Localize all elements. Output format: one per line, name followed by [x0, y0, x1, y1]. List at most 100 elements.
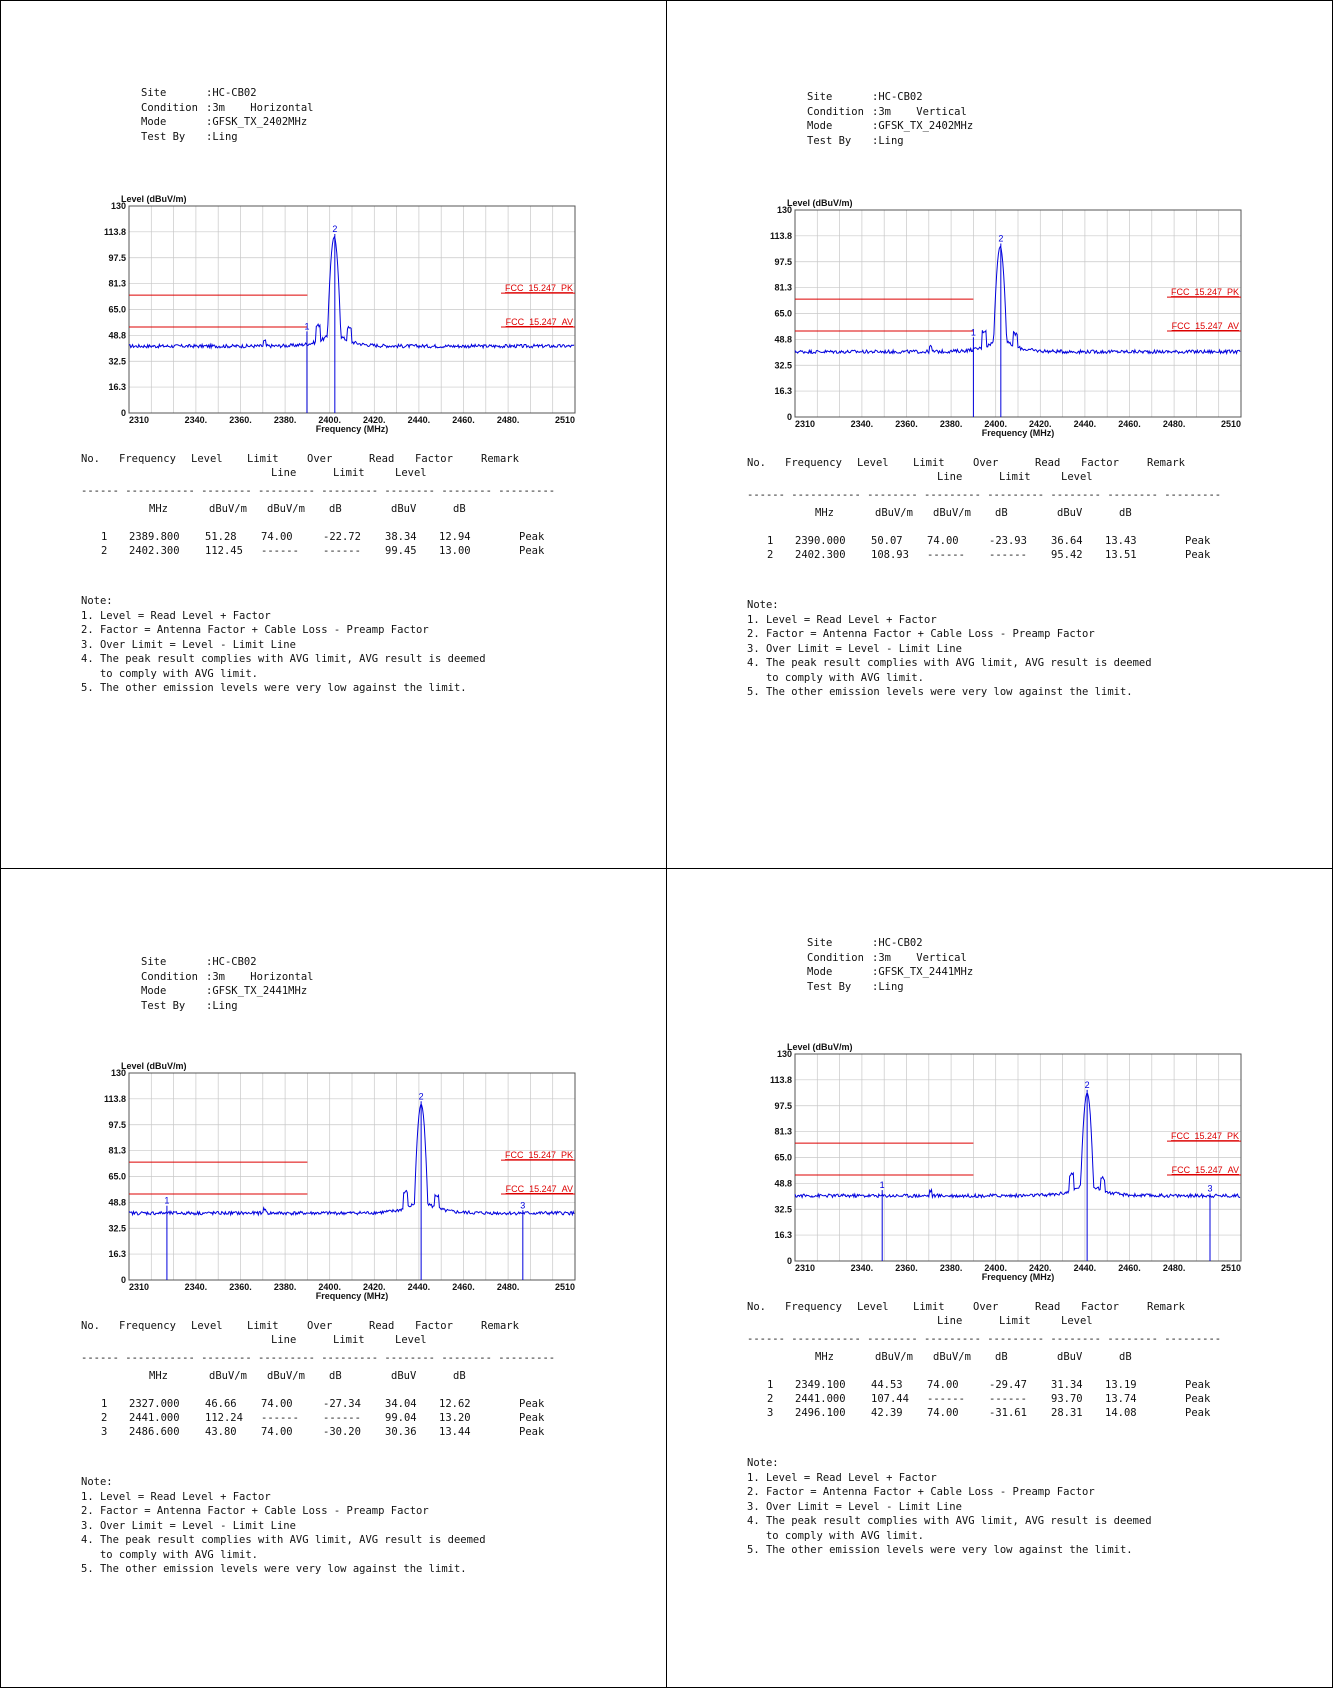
note-item: to comply with AVG limit. — [81, 1548, 259, 1561]
y-tick-label: 65.0 — [108, 305, 126, 315]
report-panel: Site:HC-CB02 Condition:3m Horizontal Mode:… — [1, 1, 667, 869]
table-cell: Limit — [333, 1334, 365, 1346]
header-row-site: Site:HC-CB02 — [141, 955, 313, 970]
table-cell: Limit — [913, 1301, 945, 1313]
header-row-mode: Mode:GFSK_TX_2441MHz — [807, 965, 973, 980]
table-row: 2 2402.300 112.45 ------ ------ 99.45 13.00 Pea… — [81, 544, 601, 558]
table-cell: dBuV/m — [209, 1370, 247, 1382]
x-tick-label: 2510 — [1221, 1263, 1241, 1273]
table-cell-remark: Peak — [1185, 549, 1211, 561]
table-header-row: Line Limit Level — [81, 1333, 601, 1347]
table-cell-factor: 13.19 — [1105, 1379, 1137, 1391]
x-tick-label: 2340. — [851, 1263, 874, 1273]
header-key: Mode — [141, 116, 167, 128]
y-tick-label: 97.5 — [774, 1101, 792, 1111]
x-axis-title: Frequency (MHz) — [982, 1272, 1055, 1282]
x-tick-label: 2420. — [363, 1282, 386, 1292]
header-value: :Ling — [872, 980, 904, 993]
chart-svg: 0 16.3 32.5 48.8 65.0 81.3 97.5 113.8 130 2310 234… — [104, 194, 595, 434]
limit-line-label: FCC_15.247_PK — [1171, 287, 1239, 297]
x-tick-label: 2420. — [1029, 1263, 1052, 1273]
x-tick-label: 2380. — [940, 1263, 963, 1273]
chart-svg: 0 16.3 32.5 48.8 65.0 81.3 97.5 113.8 130 2310 234… — [770, 1042, 1261, 1282]
x-tick-label: 2480. — [1163, 1263, 1186, 1273]
table-cell-no: 2 — [767, 1393, 774, 1405]
notes-title: Note: — [81, 1476, 113, 1488]
marker-label: 1 — [304, 321, 309, 331]
y-tick-label: 48.8 — [108, 330, 126, 340]
marker-label: 3 — [520, 1200, 525, 1210]
table-cell: MHz — [149, 1370, 168, 1382]
table-spacer — [747, 520, 1267, 534]
table-cell: Line — [937, 1315, 963, 1327]
x-tick-label: 2420. — [363, 415, 386, 425]
table-cell-limit: 74.00 — [261, 1426, 293, 1438]
table-cell-remark: Peak — [519, 1412, 545, 1424]
table-cell: Over — [307, 453, 333, 465]
table-cell-freq: 2389.800 — [129, 531, 180, 543]
x-tick-label: 2400. — [984, 419, 1007, 429]
table-cell: Frequency — [119, 453, 176, 465]
table-cell-limit: ------ — [261, 1412, 299, 1424]
table-cell: Over — [307, 1320, 333, 1332]
header-row-mode: Mode:GFSK_TX_2402MHz — [807, 119, 973, 134]
header-key: Condition — [141, 101, 198, 114]
plot-frame — [128, 205, 576, 414]
table-cell: Limit — [333, 467, 365, 479]
table-header-row: No. Frequency Level Limit Over Read Factor Rema… — [81, 1319, 601, 1333]
header-row-condition: Condition:3m Horizontal — [141, 101, 313, 116]
y-tick-label: 0 — [787, 1256, 792, 1266]
table-cell-factor: 12.94 — [439, 531, 471, 543]
x-tick-label: 2340. — [851, 419, 874, 429]
table-cell-freq: 2402.300 — [795, 549, 846, 561]
table-cell: dBuV/m — [209, 503, 247, 515]
x-tick-label: 2460. — [1118, 419, 1141, 429]
table-row: 1 2389.800 51.28 74.00 -22.72 38.34 12.94 Peak — [81, 530, 601, 544]
table-cell: MHz — [149, 503, 168, 515]
table-cell-limit: 74.00 — [261, 531, 293, 543]
header-key: Site — [807, 91, 833, 103]
table-cell-no: 1 — [101, 1398, 108, 1410]
y-tick-label: 81.3 — [774, 1127, 792, 1137]
notes-title: Note: — [747, 599, 779, 611]
header-key: Mode — [141, 985, 167, 997]
table-cell: Over — [973, 457, 999, 469]
header-value: :Ling — [206, 999, 238, 1012]
marker-label: 2 — [1085, 1080, 1090, 1090]
x-tick-label: 2310 — [129, 415, 149, 425]
table-cell: dBuV — [1057, 507, 1083, 519]
table-row: 1 2327.000 46.66 74.00 -27.34 34.04 12.62 Peak — [81, 1397, 601, 1411]
spectrum-chart: 0 16.3 32.5 48.8 65.0 81.3 97.5 113.8 130 2310 234… — [85, 191, 595, 439]
table-cell-over: -22.72 — [323, 531, 361, 543]
table-cell: MHz — [815, 507, 834, 519]
table-cell: Limit — [913, 457, 945, 469]
x-tick-label: 2360. — [229, 415, 252, 425]
header-value: :3m Vertical — [872, 951, 967, 964]
table-spacer — [81, 1383, 601, 1397]
y-axis-title: Level (dBuV/m) — [787, 1042, 853, 1052]
table-header-row: No. Frequency Level Limit Over Read Factor Rema… — [747, 1300, 1267, 1314]
table-cell-no: 2 — [767, 549, 774, 561]
marker-label: 2 — [419, 1091, 424, 1101]
table-cell: dB — [329, 503, 342, 515]
y-tick-label: 130 — [111, 1068, 126, 1078]
note-item: 2. Factor = Antenna Factor + Cable Loss … — [81, 624, 429, 636]
limit-line-label: FCC_15.247_AV — [1172, 1165, 1239, 1175]
table-cell-level: 51.28 — [205, 531, 237, 543]
table-cell: Remark — [481, 1320, 519, 1332]
marker-label: 2 — [998, 234, 1003, 244]
table-cell: No. — [747, 1301, 766, 1313]
table-cell-level: 108.93 — [871, 549, 909, 561]
note-item: 2. Factor = Antenna Factor + Cable Loss … — [747, 1486, 1095, 1498]
x-tick-label: 2480. — [1163, 419, 1186, 429]
x-tick-label: 2480. — [497, 1282, 520, 1292]
table-cell-read: 38.34 — [385, 531, 417, 543]
table-cell: Remark — [1147, 1301, 1185, 1313]
y-tick-label: 113.8 — [104, 1094, 126, 1104]
x-tick-label: 2480. — [497, 415, 520, 425]
header-value: :Ling — [206, 130, 238, 143]
table-cell: Frequency — [119, 1320, 176, 1332]
table-cell-factor: 13.20 — [439, 1412, 471, 1424]
table-cell: Read — [369, 1320, 395, 1332]
